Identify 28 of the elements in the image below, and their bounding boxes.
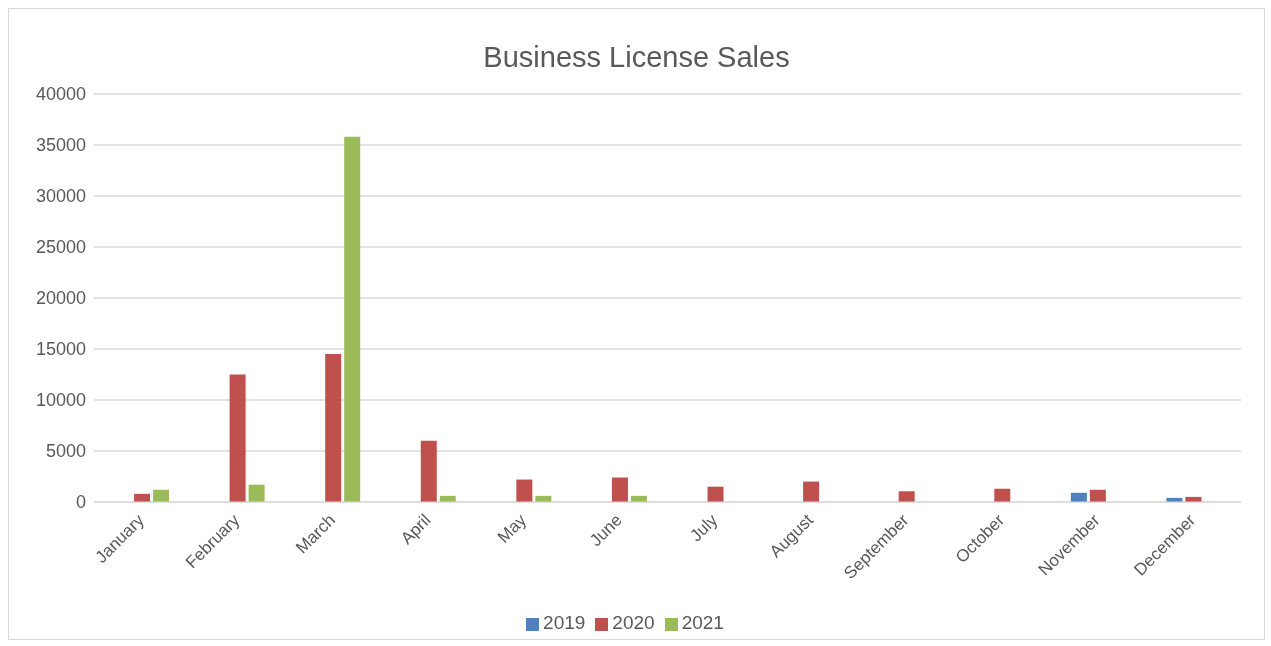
x-tick-label: July (686, 510, 722, 546)
y-tick-label: 10000 (35, 390, 86, 411)
y-tick-label: 25000 (35, 237, 86, 258)
bar (420, 440, 437, 502)
bar (153, 489, 170, 502)
bar (325, 354, 342, 502)
bar (248, 484, 265, 502)
bar (1089, 489, 1106, 502)
bar (344, 136, 361, 502)
y-tick-label: 5000 (45, 441, 86, 462)
bar (516, 479, 533, 502)
x-tick-label: May (493, 510, 531, 547)
bar (803, 481, 820, 502)
bar (611, 477, 628, 502)
legend-label: 2020 (612, 612, 655, 633)
legend-label: 2021 (681, 612, 724, 633)
y-tick-label: 15000 (35, 339, 86, 360)
y-tick-label: 30000 (35, 186, 86, 207)
bar (707, 486, 724, 502)
y-tick-label: 20000 (35, 288, 86, 309)
y-tick-label: 40000 (35, 84, 86, 105)
legend-label: 2019 (543, 612, 586, 633)
chart-title: Business License Sales (482, 41, 791, 74)
bar (898, 491, 915, 502)
y-tick-label: 35000 (35, 135, 86, 156)
y-tick-label: 0 (75, 492, 86, 513)
bar (994, 488, 1011, 502)
bar (229, 374, 246, 502)
